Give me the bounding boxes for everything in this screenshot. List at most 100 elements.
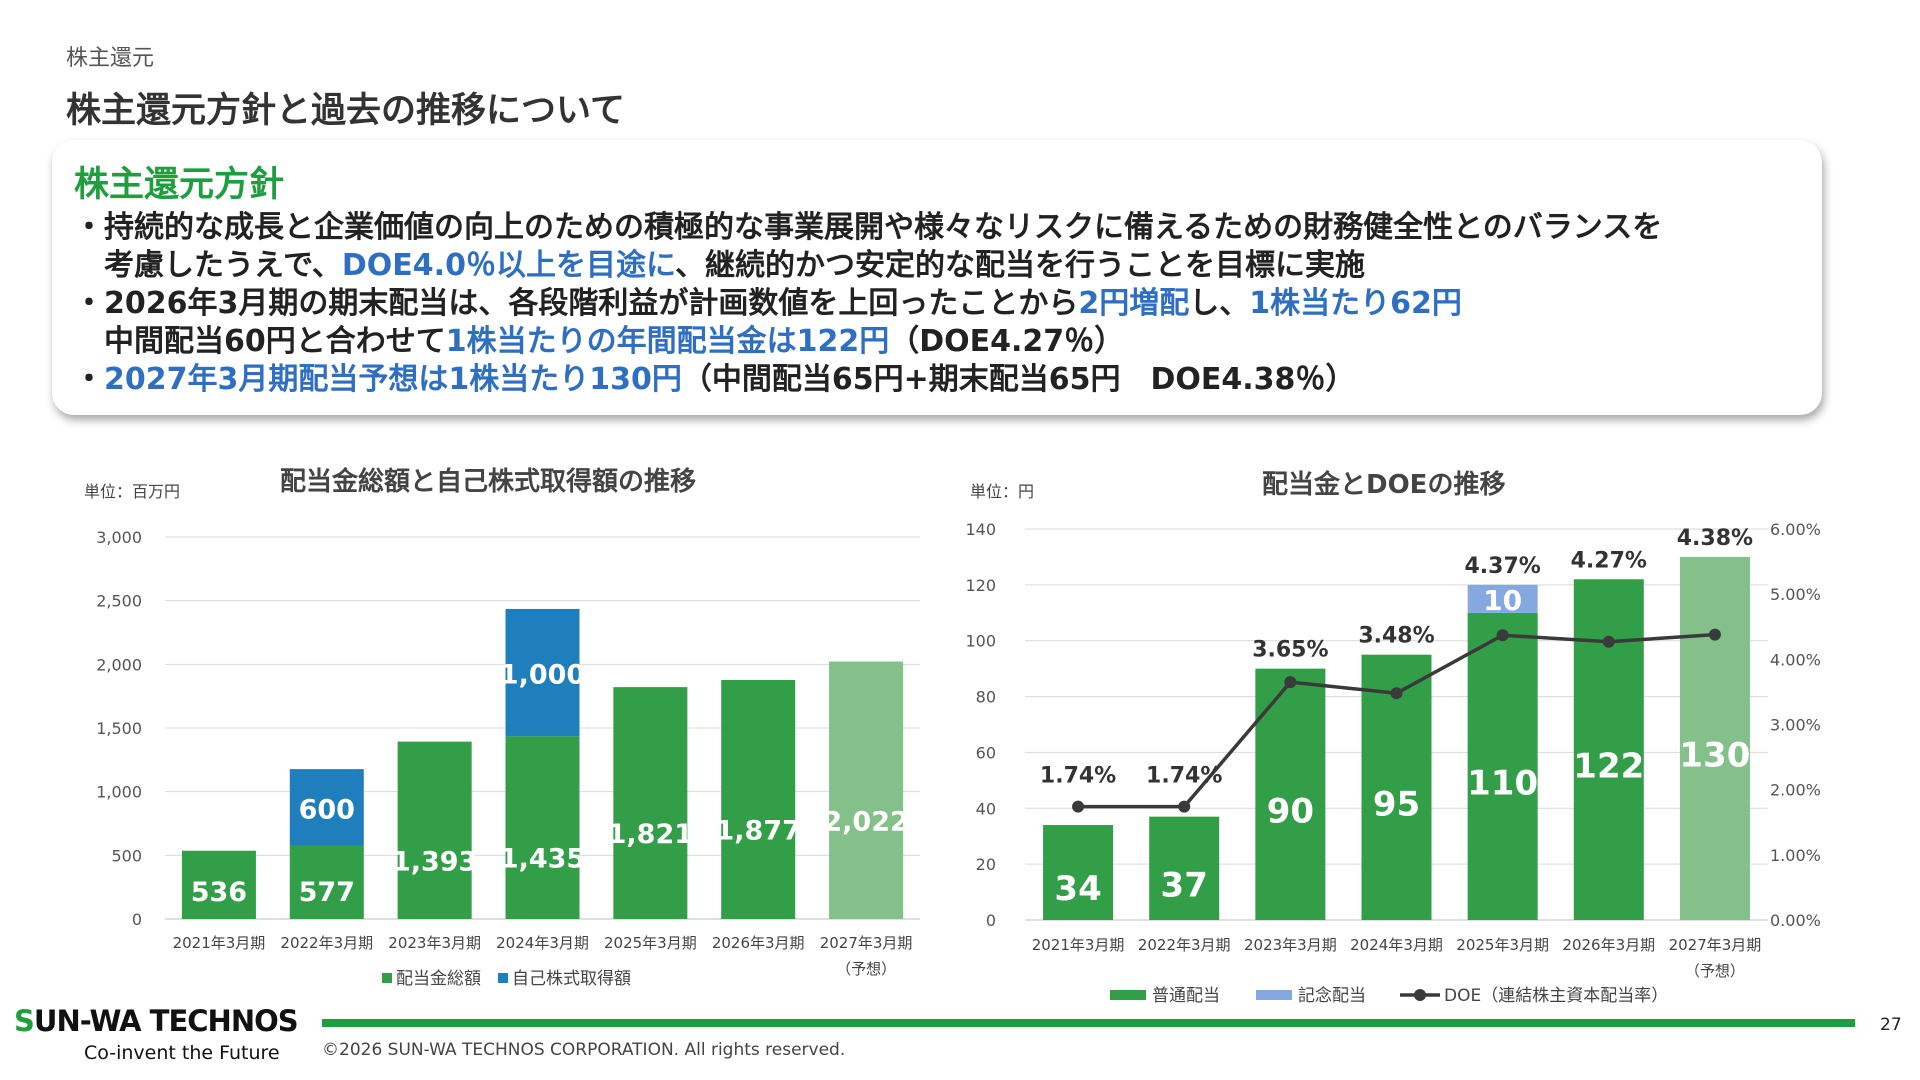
y-tick-label: 0 — [986, 911, 996, 930]
y-tick-label: 140 — [965, 520, 996, 539]
policy-line-3: ・2026年3月期の期末配当は、各段階利益が計画数値を上回ったことから2円増配し… — [74, 285, 1798, 323]
right-chart-unit: 単位：円 — [970, 482, 1035, 501]
y-tick-label: 60 — [976, 743, 996, 762]
buyback-bar — [289, 769, 364, 846]
x-tick-note: （予想） — [836, 960, 896, 978]
legend-label: 自己株式取得額 — [512, 969, 631, 989]
logo-name-text: UN-WA TECHNOS — [33, 1004, 299, 1038]
doe-label: 4.27% — [1571, 548, 1647, 573]
y-tick-label: 3,000 — [96, 528, 142, 547]
dividend-total-bar — [829, 661, 904, 919]
x-tick-label: 2026年3月期 — [712, 934, 805, 952]
doe-label: 4.37% — [1464, 554, 1540, 579]
x-tick-label: 2027年3月期 — [820, 934, 913, 952]
legend-swatch-dividend — [382, 973, 392, 983]
legend-swatch-doe-point — [1414, 989, 1426, 1001]
data-label: 37 — [1161, 865, 1208, 905]
policy-highlight: 1株当たり62円 — [1249, 286, 1462, 321]
ordinary-dividend-bar — [1679, 556, 1750, 920]
legend-label: 普通配当 — [1152, 986, 1220, 1006]
left-chart: 0 500 1,000 1,500 2,000 2,500 3,000 536 2021年3月期… — [96, 528, 920, 989]
x-tick-note: （予想） — [1685, 962, 1745, 980]
data-label: 600 — [299, 794, 355, 825]
doe-label: 1.74% — [1146, 764, 1222, 789]
dividend-total-bar — [181, 850, 256, 919]
doe-label: 1.74% — [1040, 764, 1116, 789]
policy-line-1: ・持続的な成長と企業価値の向上のための積極的な事業展開や様々なリスクに備えるため… — [74, 209, 1798, 247]
policy-text: ・持続的な成長と企業価値の向上のための積極的な事業展開や様々なリスクに備えるため… — [74, 210, 1663, 245]
ordinary-dividend-bar — [1149, 816, 1220, 920]
dividend-total-bar — [397, 741, 472, 919]
policy-text: 考慮したうえで、 — [104, 248, 342, 283]
x-tick-label: 2025年3月期 — [1456, 936, 1549, 954]
data-label: 2,022 — [823, 806, 908, 837]
data-label: 34 — [1054, 869, 1101, 909]
doe-label: 3.65% — [1252, 638, 1328, 663]
x-tick-label: 2024年3月期 — [1350, 936, 1443, 954]
doe-point — [1284, 676, 1297, 689]
policy-text: （中間配当65円+期末配当65円 DOE4.38％） — [681, 362, 1356, 397]
logo-tagline: Co-invent the Future — [84, 1042, 280, 1064]
legend-label: 記念配当 — [1298, 985, 1366, 1006]
legend-label: 配当金総額 — [396, 969, 481, 989]
x-tick-label: 2022年3月期 — [1138, 936, 1231, 954]
y-tick-label: 120 — [965, 576, 996, 595]
data-label: 122 — [1573, 747, 1644, 787]
y2-tick-label: 0.00% — [1770, 911, 1821, 930]
y-tick-label: 80 — [976, 688, 996, 707]
legend-swatch-ordinary — [1110, 990, 1146, 1000]
dividend-total-bar — [613, 687, 688, 919]
y-tick-label: 40 — [976, 799, 996, 818]
doe-point — [1496, 629, 1509, 642]
x-tick-label: 2023年3月期 — [1244, 936, 1337, 954]
data-label: 536 — [191, 877, 247, 908]
company-logo: SUN-WA TECHNOS Co-invent the Future — [14, 1004, 314, 1068]
policy-text: （DOE4.27％） — [889, 324, 1125, 359]
legend-swatch-buyback — [498, 973, 508, 983]
section-label: 株主還元 — [66, 46, 155, 71]
page-number: 27 — [1880, 1015, 1902, 1035]
y2-tick-label: 3.00% — [1770, 716, 1821, 735]
doe-point — [1178, 800, 1191, 813]
y2-tick-label: 6.00% — [1770, 520, 1821, 539]
left-chart-title: 配当金総額と自己株式取得額の推移 — [280, 467, 697, 497]
data-label: 1,435 — [500, 844, 585, 875]
y2-tick-label: 1.00% — [1770, 846, 1821, 865]
data-label: 1,821 — [608, 819, 693, 850]
doe-label: 4.38% — [1677, 526, 1753, 551]
data-label: 90 — [1267, 791, 1314, 831]
buyback-bar — [505, 608, 580, 737]
ordinary-dividend-bar — [1467, 612, 1538, 920]
y-tick-label: 0 — [132, 910, 142, 929]
data-label: 95 — [1373, 784, 1420, 824]
policy-highlight: DOE4.0％以上を目途に — [341, 248, 676, 283]
commemorative-dividend-bar — [1467, 584, 1538, 613]
y-tick-label: 2,500 — [96, 592, 142, 611]
y-tick-label: 2,000 — [96, 655, 142, 674]
x-tick-label: 2026年3月期 — [1562, 936, 1655, 954]
dividend-total-bar — [289, 845, 364, 919]
right-chart: 0 20 40 60 80 100 120 140 0.00% 1.00% 2.00% 3.00% 4.… — [965, 520, 1821, 1006]
page-title: 株主還元方針と過去の推移について — [66, 91, 625, 131]
doe-point — [1708, 628, 1721, 641]
y-tick-label: 1,500 — [96, 719, 142, 738]
y2-tick-label: 2.00% — [1770, 781, 1821, 800]
y2-tick-label: 4.00% — [1770, 650, 1821, 669]
policy-text: 、継続的かつ安定的な配当を行うことを目標に実施 — [675, 248, 1366, 283]
data-label: 110 — [1467, 763, 1538, 803]
ordinary-dividend-bar — [1043, 825, 1114, 920]
legend-label: DOE（連結株主資本配当率） — [1444, 986, 1668, 1006]
policy-text: し、 — [1189, 286, 1250, 321]
x-tick-label: 2022年3月期 — [280, 934, 373, 952]
doe-point — [1602, 635, 1615, 648]
policy-line-2: 考慮したうえで、DOE4.0％以上を目途に、継続的かつ安定的な配当を行うことを目… — [74, 247, 1798, 285]
x-tick-label: 2027年3月期 — [1669, 936, 1762, 954]
policy-box: 株主還元方針 ・持続的な成長と企業価値の向上のための積極的な事業展開や様々なリス… — [52, 140, 1822, 415]
x-tick-label: 2021年3月期 — [1032, 936, 1125, 954]
data-label: 10 — [1483, 584, 1522, 617]
data-label: 1,877 — [716, 815, 801, 846]
y2-tick-label: 5.00% — [1770, 585, 1821, 604]
policy-heading: 株主還元方針 — [74, 165, 285, 205]
data-label: 130 — [1679, 735, 1750, 775]
y-tick-label: 500 — [111, 846, 142, 865]
